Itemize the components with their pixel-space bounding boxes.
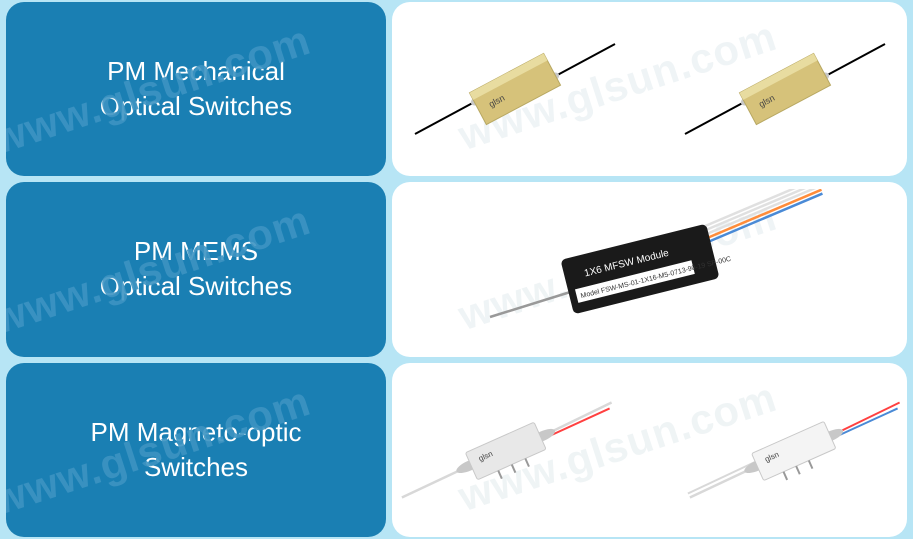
product-group-mechanical: glsn glsn [392, 2, 907, 176]
label-line2: Switches [144, 452, 248, 482]
label-line2: Optical Switches [100, 91, 292, 121]
label-line1: PM Mechanical [107, 56, 285, 86]
label-cell-mems: www.glsun.com PM MEMS Optical Switches [6, 182, 386, 356]
image-cell-magneto: www.glsun.com glsn [392, 363, 907, 537]
device-magneto-switch: glsn [680, 380, 908, 520]
label-line1: PM MEMS [134, 236, 258, 266]
product-group-magneto: glsn glsn [392, 363, 907, 537]
image-cell-mechanical: www.glsun.com glsn [392, 2, 907, 176]
label-text: PM MEMS Optical Switches [100, 234, 292, 304]
device-magneto-switch: glsn [392, 380, 620, 520]
device-mechanical-switch: glsn [410, 19, 620, 159]
device-mechanical-switch: glsn [680, 19, 890, 159]
row-mems: www.glsun.com PM MEMS Optical Switches w… [6, 182, 907, 356]
label-cell-mechanical: www.glsun.com PM Mechanical Optical Swit… [6, 2, 386, 176]
label-line2: Optical Switches [100, 271, 292, 301]
category-grid: www.glsun.com PM Mechanical Optical Swit… [0, 0, 913, 539]
label-text: PM Mechanical Optical Switches [100, 54, 292, 124]
row-mechanical: www.glsun.com PM Mechanical Optical Swit… [6, 2, 907, 176]
label-cell-magneto: www.glsun.com PM Magneto-optic Switches [6, 363, 386, 537]
row-magneto: www.glsun.com PM Magneto-optic Switches … [6, 363, 907, 537]
device-mems-switch: 1X6 MFSW Module Model FSW-MS-01-1X16-M5-… [470, 189, 830, 349]
label-text: PM Magneto-optic Switches [91, 415, 302, 485]
product-group-mems: 1X6 MFSW Module Model FSW-MS-01-1X16-M5-… [392, 182, 907, 356]
image-cell-mems: www.glsun.com 1X6 MFSW Module [392, 182, 907, 356]
label-line1: PM Magneto-optic [91, 417, 302, 447]
